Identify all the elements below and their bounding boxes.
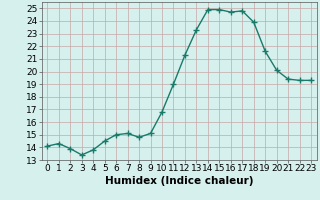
X-axis label: Humidex (Indice chaleur): Humidex (Indice chaleur)	[105, 176, 253, 186]
